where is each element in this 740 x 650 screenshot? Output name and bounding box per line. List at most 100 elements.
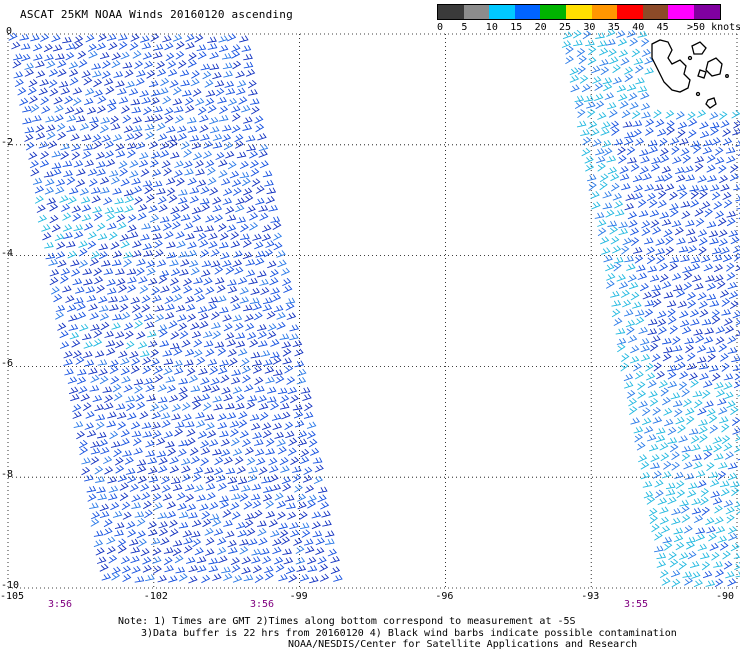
wind-barb <box>157 196 167 205</box>
wind-barb <box>69 68 79 77</box>
wind-barb <box>152 547 162 556</box>
wind-barb <box>597 219 607 227</box>
wind-barb <box>142 242 153 251</box>
wind-barb <box>280 465 290 473</box>
wind-barb <box>217 295 227 303</box>
wind-barb <box>73 297 84 304</box>
wind-barb <box>110 123 121 131</box>
wind-barb <box>165 177 176 185</box>
wind-barb <box>680 200 691 208</box>
wind-barb <box>649 514 658 524</box>
legend-label: 10 <box>485 22 498 33</box>
wind-barb <box>657 497 668 506</box>
wind-barb <box>173 169 183 178</box>
wind-barb <box>49 214 59 224</box>
wind-barb <box>220 252 230 260</box>
wind-barb <box>35 70 46 78</box>
wind-barb <box>120 178 130 187</box>
wind-barb <box>683 281 693 291</box>
wind-barb <box>212 133 223 141</box>
wind-barb <box>653 109 662 119</box>
wind-barb <box>65 295 75 303</box>
wind-barb <box>663 346 673 354</box>
wind-barb <box>123 251 133 259</box>
wind-barb <box>187 313 197 322</box>
legend-swatch <box>489 5 515 19</box>
wind-barb <box>204 467 215 474</box>
wind-barb <box>222 314 232 322</box>
wind-barb <box>634 137 645 146</box>
wind-barb <box>39 78 50 87</box>
wind-barb <box>709 424 719 434</box>
wind-barb <box>676 361 686 371</box>
wind-barb <box>144 115 155 123</box>
wind-barb <box>148 80 159 88</box>
wind-barb <box>576 120 587 128</box>
wind-barb <box>108 554 118 564</box>
wind-barb <box>138 159 149 168</box>
wind-barb <box>123 125 134 133</box>
wind-barb <box>160 77 170 87</box>
wind-barb <box>62 36 72 44</box>
wind-barb <box>626 326 635 336</box>
wind-barb <box>70 133 80 142</box>
wind-barb <box>706 408 716 417</box>
wind-barb <box>275 563 285 573</box>
wind-barb <box>231 124 241 134</box>
wind-barb <box>237 348 248 356</box>
wind-barb <box>107 104 117 113</box>
wind-barb <box>67 376 78 384</box>
wind-barb <box>736 506 740 515</box>
wind-barb <box>665 110 675 119</box>
wind-barb <box>677 121 688 130</box>
wind-barb <box>606 38 616 46</box>
wind-barb <box>152 493 162 502</box>
wind-barb <box>221 52 232 60</box>
wind-barb <box>136 401 146 410</box>
wind-barb <box>216 474 226 483</box>
wind-barb <box>223 70 233 78</box>
wind-barb <box>710 126 719 136</box>
wind-barb <box>644 425 654 434</box>
wind-barb <box>103 518 113 528</box>
wind-barb <box>222 197 233 205</box>
wind-barb <box>214 456 224 466</box>
wind-barb <box>701 506 710 516</box>
wind-barb <box>679 137 689 145</box>
wind-barb <box>77 368 87 376</box>
wind-barb <box>642 480 653 488</box>
wind-barb <box>188 512 198 519</box>
wind-barb <box>112 250 123 259</box>
wind-barb <box>697 292 707 301</box>
wind-barb <box>11 41 21 50</box>
wind-barb <box>141 96 152 105</box>
wind-barb <box>635 77 645 85</box>
wind-barb <box>650 462 660 469</box>
wind-barb <box>606 272 616 281</box>
wind-barb <box>628 335 638 343</box>
wind-barb <box>715 569 725 578</box>
wind-barb <box>727 526 737 535</box>
wind-barb <box>714 504 723 514</box>
wind-barb <box>292 339 303 348</box>
wind-barb <box>51 224 61 233</box>
wind-barb <box>74 41 84 50</box>
wind-barb <box>156 60 166 70</box>
wind-barb <box>157 133 168 141</box>
wind-barb <box>280 267 291 276</box>
wind-barb <box>601 139 612 148</box>
wind-barb <box>107 222 117 230</box>
x-axis-label: -90 <box>716 591 735 602</box>
wind-barb <box>624 66 634 75</box>
wind-barb <box>695 334 705 344</box>
wind-barb <box>21 53 31 62</box>
wind-barb <box>235 332 246 340</box>
wind-barb <box>681 452 691 462</box>
wind-barb <box>83 341 93 349</box>
wind-barb <box>99 176 110 185</box>
wind-barb <box>730 542 740 552</box>
wind-barb <box>732 427 740 435</box>
wind-barb <box>136 258 146 266</box>
wind-barb <box>147 340 158 348</box>
wind-barb <box>676 174 686 183</box>
